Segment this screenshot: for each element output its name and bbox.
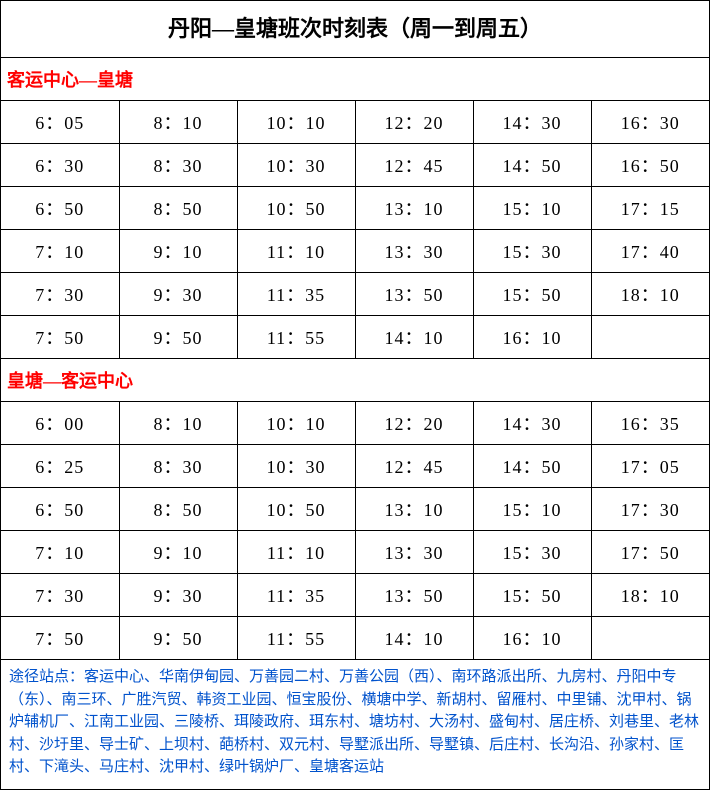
time-cell: 8：10 (119, 402, 237, 445)
table-row: 6：258：3010：3012：4514：5017：05 (1, 445, 709, 488)
timetable-container: 丹阳—皇塘班次时刻表（周一到周五） 客运中心—皇塘 6：058：1010：101… (0, 0, 710, 790)
time-cell: 7：50 (1, 617, 119, 660)
time-cell: 14：50 (473, 445, 591, 488)
time-cell: 11：55 (237, 617, 355, 660)
time-cell: 16：35 (591, 402, 709, 445)
time-cell: 14：30 (473, 402, 591, 445)
time-cell: 8：50 (119, 187, 237, 230)
time-cell: 10：10 (237, 402, 355, 445)
table-row: 6：508：5010：5013：1015：1017：30 (1, 488, 709, 531)
table-row: 6：308：3010：3012：4514：5016：50 (1, 144, 709, 187)
time-cell: 10：30 (237, 144, 355, 187)
time-cell: 6：50 (1, 187, 119, 230)
route-stops-footer: 途径站点：客运中心、华南伊甸园、万善园二村、万善公园（西）、南环路派出所、九房村… (1, 660, 709, 789)
time-cell: 7：50 (1, 316, 119, 359)
time-cell: 15：10 (473, 488, 591, 531)
time-cell: 8：30 (119, 445, 237, 488)
time-cell: 16：10 (473, 617, 591, 660)
time-cell: 13：30 (355, 230, 473, 273)
time-cell: 12：20 (355, 402, 473, 445)
time-cell: 14：50 (473, 144, 591, 187)
time-cell: 15：30 (473, 230, 591, 273)
time-cell: 15：10 (473, 187, 591, 230)
time-cell: 6：05 (1, 101, 119, 144)
time-cell: 16：50 (591, 144, 709, 187)
time-cell: 8：30 (119, 144, 237, 187)
time-cell: 10：30 (237, 445, 355, 488)
time-cell: 14：10 (355, 316, 473, 359)
time-cell: 16：30 (591, 101, 709, 144)
time-cell: 17：50 (591, 531, 709, 574)
table-row: 7：109：1011：1013：3015：3017：40 (1, 230, 709, 273)
time-cell: 15：50 (473, 574, 591, 617)
table-row: 7：309：3011：3513：5015：5018：10 (1, 273, 709, 316)
time-cell: 7：10 (1, 230, 119, 273)
time-cell: 6：00 (1, 402, 119, 445)
time-cell: 7：10 (1, 531, 119, 574)
time-cell: 11：10 (237, 230, 355, 273)
table-row: 7：509：5011：5514：1016：10 (1, 617, 709, 660)
time-cell: 6：25 (1, 445, 119, 488)
time-cell: 6：50 (1, 488, 119, 531)
time-cell: 17：05 (591, 445, 709, 488)
time-cell: 11：35 (237, 273, 355, 316)
section1-header: 客运中心—皇塘 (1, 58, 709, 101)
time-cell: 9：50 (119, 316, 237, 359)
time-cell: 12：45 (355, 445, 473, 488)
time-cell: 8：10 (119, 101, 237, 144)
time-cell: 9：10 (119, 230, 237, 273)
time-cell: 17：15 (591, 187, 709, 230)
time-cell: 13：50 (355, 273, 473, 316)
time-cell: 13：10 (355, 187, 473, 230)
table-row: 6：508：5010：5013：1015：1017：15 (1, 187, 709, 230)
time-cell: 11：35 (237, 574, 355, 617)
time-cell (591, 316, 709, 359)
time-cell: 11：55 (237, 316, 355, 359)
time-cell: 18：10 (591, 273, 709, 316)
time-cell: 12：45 (355, 144, 473, 187)
time-cell: 9：30 (119, 574, 237, 617)
table-row: 7：309：3011：3513：5015：5018：10 (1, 574, 709, 617)
time-cell: 7：30 (1, 273, 119, 316)
time-cell: 15：50 (473, 273, 591, 316)
time-cell: 14：30 (473, 101, 591, 144)
section2-header: 皇塘—客运中心 (1, 359, 709, 402)
time-cell: 17：40 (591, 230, 709, 273)
time-cell: 10：50 (237, 187, 355, 230)
time-cell: 6：30 (1, 144, 119, 187)
time-cell: 16：10 (473, 316, 591, 359)
time-cell: 13：50 (355, 574, 473, 617)
time-cell: 11：10 (237, 531, 355, 574)
time-cell: 9：10 (119, 531, 237, 574)
section2-table: 6：008：1010：1012：2014：3016：356：258：3010：3… (1, 402, 709, 660)
time-cell: 18：10 (591, 574, 709, 617)
time-cell (591, 617, 709, 660)
time-cell: 8：50 (119, 488, 237, 531)
table-row: 6：058：1010：1012：2014：3016：30 (1, 101, 709, 144)
time-cell: 13：30 (355, 531, 473, 574)
table-row: 7：509：5011：5514：1016：10 (1, 316, 709, 359)
time-cell: 12：20 (355, 101, 473, 144)
table-row: 6：008：1010：1012：2014：3016：35 (1, 402, 709, 445)
table-row: 7：109：1011：1013：3015：3017：50 (1, 531, 709, 574)
time-cell: 7：30 (1, 574, 119, 617)
time-cell: 10：50 (237, 488, 355, 531)
time-cell: 15：30 (473, 531, 591, 574)
section1-table: 6：058：1010：1012：2014：3016：306：308：3010：3… (1, 101, 709, 359)
time-cell: 14：10 (355, 617, 473, 660)
time-cell: 9：50 (119, 617, 237, 660)
time-cell: 17：30 (591, 488, 709, 531)
page-title: 丹阳—皇塘班次时刻表（周一到周五） (1, 1, 709, 58)
time-cell: 10：10 (237, 101, 355, 144)
time-cell: 13：10 (355, 488, 473, 531)
time-cell: 9：30 (119, 273, 237, 316)
